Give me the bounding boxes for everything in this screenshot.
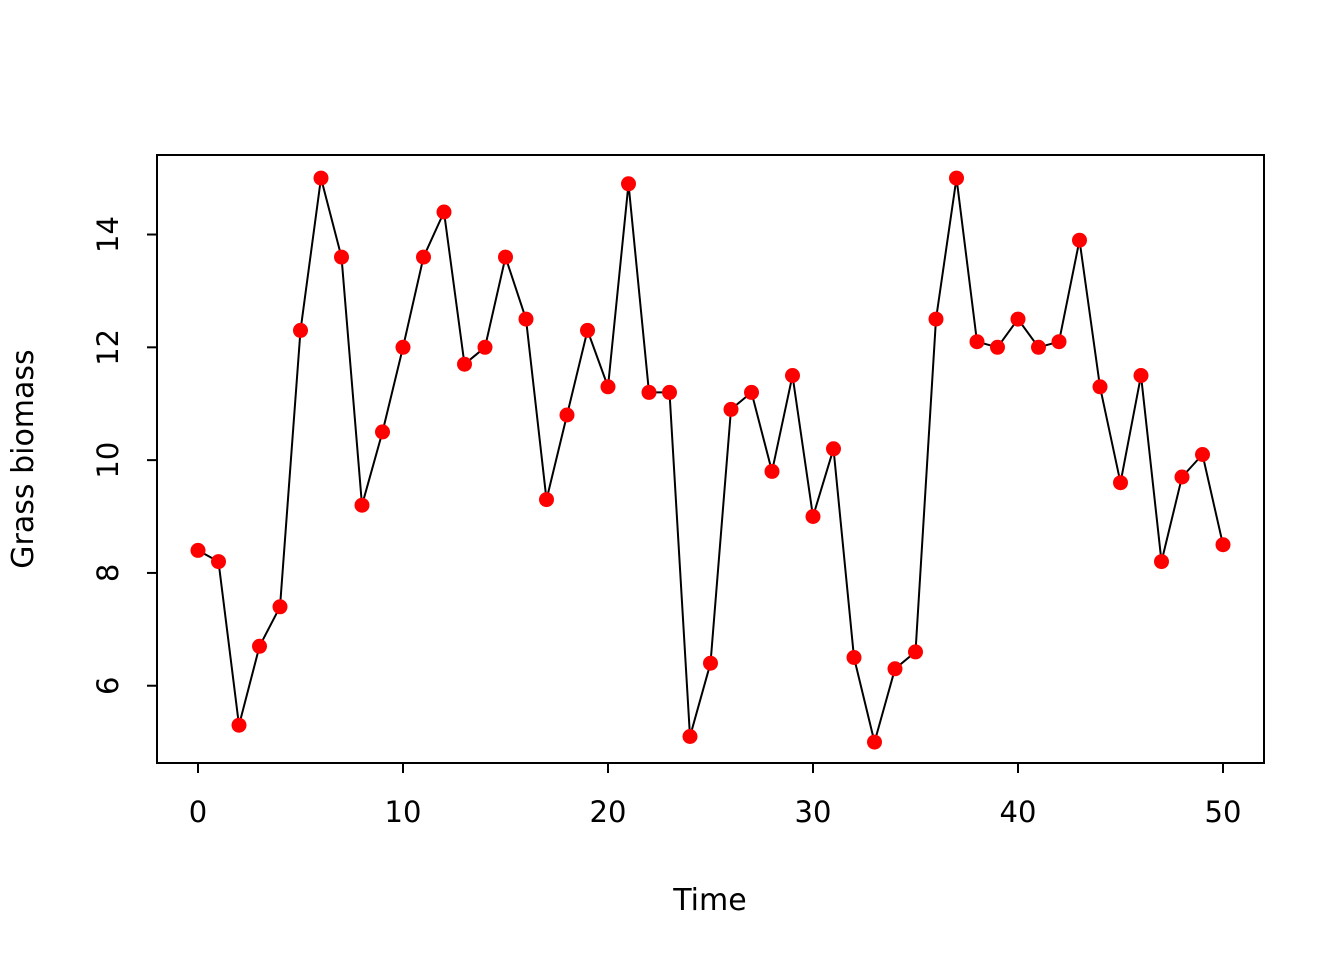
- x-tick-label: 30: [795, 795, 832, 829]
- data-point: [190, 542, 206, 558]
- x-tick-label: 0: [189, 795, 207, 829]
- data-point: [211, 554, 226, 570]
- plot-border: [156, 154, 1265, 764]
- y-tick-label: 6: [91, 677, 125, 695]
- data-point: [231, 717, 247, 733]
- y-tick-label: 14: [91, 216, 125, 253]
- data-point: [498, 249, 513, 265]
- y-tick-label: 12: [91, 329, 125, 366]
- data-point: [908, 644, 923, 660]
- data-point: [600, 379, 616, 395]
- data-point: [969, 334, 985, 350]
- data-point: [723, 401, 739, 417]
- data-point: [682, 729, 698, 744]
- data-point: [990, 339, 1005, 355]
- data-point: [887, 661, 903, 677]
- data-point: [1010, 311, 1026, 327]
- data-point: [785, 368, 800, 383]
- data-point: [641, 384, 657, 400]
- data-point: [559, 407, 575, 423]
- y-tick-label: 10: [91, 442, 125, 479]
- data-point: [1092, 379, 1108, 395]
- data-point: [416, 249, 431, 265]
- data-point: [436, 204, 452, 220]
- data-point: [928, 311, 944, 327]
- data-point: [395, 339, 411, 355]
- data-point: [457, 356, 472, 372]
- data-point: [867, 734, 882, 750]
- data-point: [949, 170, 964, 186]
- data-point: [1031, 339, 1046, 355]
- data-point: [1051, 334, 1067, 350]
- x-axis-title: Time: [672, 883, 746, 918]
- data-point: [1154, 554, 1169, 570]
- data-point: [1072, 232, 1087, 248]
- data-point: [293, 322, 308, 338]
- x-tick-label: 10: [385, 795, 422, 829]
- data-point: [662, 384, 677, 400]
- data-point: [518, 311, 534, 327]
- data-point: [477, 339, 493, 355]
- x-tick-label: 40: [1000, 795, 1037, 829]
- data-point: [334, 249, 349, 265]
- data-point: [1215, 537, 1231, 553]
- data-point: [764, 463, 780, 479]
- data-point: [744, 384, 759, 400]
- data-point: [539, 492, 554, 508]
- data-point: [313, 170, 329, 186]
- y-tick-label: 8: [91, 564, 125, 582]
- data-point: [1174, 469, 1190, 485]
- data-point: [1195, 447, 1210, 462]
- data-point: [826, 441, 841, 457]
- data-point: [375, 424, 390, 440]
- data-point: [703, 655, 718, 671]
- data-point: [580, 322, 595, 338]
- x-tick-label: 20: [590, 795, 627, 829]
- data-point: [272, 599, 288, 615]
- y-axis-title: Grass biomass: [6, 349, 41, 568]
- data-point: [846, 650, 862, 665]
- x-tick-label: 50: [1205, 795, 1242, 829]
- data-point: [354, 497, 370, 513]
- data-point: [1113, 475, 1128, 491]
- data-point: [252, 638, 267, 654]
- data-point: [1133, 368, 1149, 383]
- data-point: [805, 509, 821, 524]
- data-point: [621, 176, 636, 192]
